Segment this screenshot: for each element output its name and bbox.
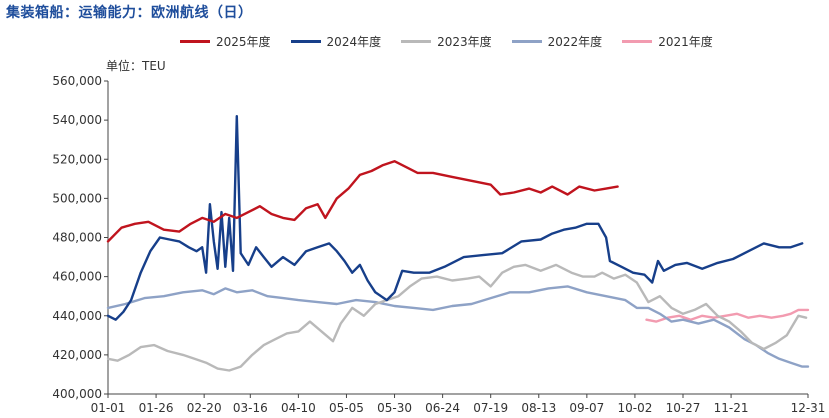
series-line-2022 <box>106 285 810 368</box>
legend-label: 2021年度 <box>658 35 713 49</box>
y-tick-label: 500,000 <box>52 191 102 205</box>
y-axis-unit-label: 单位：TEU <box>106 59 166 73</box>
y-tick-label: 520,000 <box>52 152 102 166</box>
y-tick-label: 440,000 <box>52 309 102 323</box>
y-tick-label: 560,000 <box>52 74 102 88</box>
legend-item: 2025年度 <box>180 33 271 50</box>
x-tick-label: 08-13 <box>521 401 556 415</box>
x-tick-label: 10-02 <box>617 401 652 415</box>
series-line-2023 <box>106 263 808 372</box>
series-line-2024 <box>106 115 804 321</box>
x-tick-label: 07-19 <box>473 401 508 415</box>
x-tick-label: 05-05 <box>329 401 364 415</box>
legend-swatch <box>622 40 653 43</box>
legend: 2025年度 2024年度 2023年度 2022年度 2021年度 <box>180 33 713 50</box>
legend-label: 2023年度 <box>437 35 492 49</box>
x-tick-label: 01-01 <box>91 401 126 415</box>
y-tick-label: 480,000 <box>52 231 102 245</box>
x-tick-label: 03-16 <box>233 401 268 415</box>
legend-item: 2023年度 <box>401 33 492 50</box>
x-tick-label: 12-31 <box>791 401 826 415</box>
series-line-2025 <box>106 160 619 243</box>
legend-label: 2024年度 <box>326 35 382 49</box>
x-tick-label: 02-20 <box>187 401 222 415</box>
y-tick-label: 460,000 <box>52 270 102 284</box>
legend-label: 2022年度 <box>547 35 603 49</box>
x-tick-label: 10-27 <box>666 401 701 415</box>
x-tick-label: 04-10 <box>281 401 316 415</box>
legend-swatch <box>401 40 432 43</box>
y-tick-label: 540,000 <box>52 113 102 127</box>
chart-title: 集装箱船：运输能力：欧洲航线（日） <box>6 5 253 21</box>
x-tick-label: 01-26 <box>139 401 174 415</box>
x-tick-label: 05-30 <box>377 401 412 415</box>
legend-swatch <box>511 40 542 43</box>
legend-item: 2024年度 <box>290 33 382 50</box>
y-tick-label: 420,000 <box>52 348 102 362</box>
legend-item: 2022年度 <box>511 33 603 50</box>
x-tick-label: 09-07 <box>569 401 604 415</box>
legend-swatch <box>180 40 210 43</box>
y-tick-label: 400,000 <box>52 387 102 401</box>
legend-label: 2025年度 <box>216 35 271 49</box>
series-line-2021 <box>645 308 810 323</box>
x-tick-label: 06-24 <box>425 401 460 415</box>
legend-swatch <box>290 40 321 43</box>
x-tick-label: 11-21 <box>714 401 749 415</box>
legend-item: 2021年度 <box>622 33 713 50</box>
